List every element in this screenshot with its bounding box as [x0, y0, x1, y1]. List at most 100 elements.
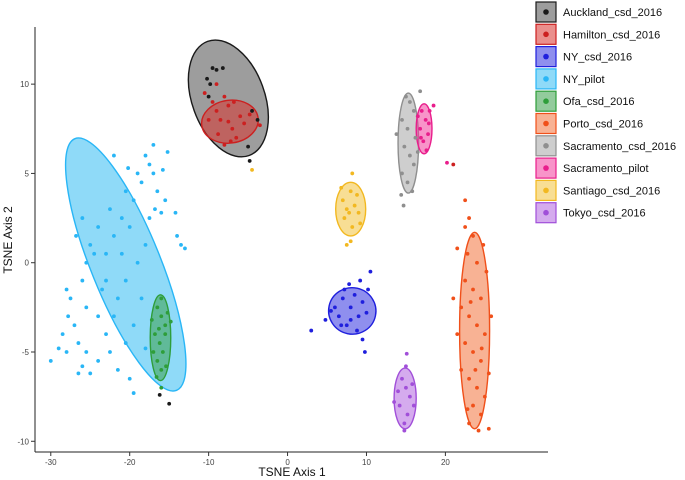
- point-santiago-csd-2016-9: [348, 239, 353, 244]
- point-ofa-csd-2016-0: [155, 305, 160, 310]
- point-ny-pilot-37: [179, 242, 183, 247]
- point-porto-csd-2016-4: [475, 260, 479, 265]
- point-ny-csd-2016-8: [364, 310, 369, 315]
- point-ny-pilot-48: [123, 278, 128, 283]
- point-ny-pilot-49: [135, 260, 140, 265]
- point-porto-csd-2016-28: [463, 225, 468, 229]
- point-ny-pilot-46: [74, 234, 78, 238]
- y-tick-label: 0: [25, 259, 30, 268]
- point-ny-csd-2016-21: [348, 317, 353, 322]
- point-ny-pilot-6: [80, 364, 85, 369]
- legend-marker-santiago-csd-2016: [543, 187, 549, 194]
- legend-label-sacramento-csd-2016: Sacramento_csd_2016: [563, 141, 676, 153]
- legend-label-ofa-csd-2016: Ofa_csd_2016: [563, 96, 635, 108]
- point-auckland-csd-2016-4: [208, 82, 213, 87]
- ellipse-ny-csd-2016: [327, 286, 377, 335]
- point-ny-pilot-25: [123, 189, 128, 194]
- data-points: [48, 66, 494, 433]
- point-sacramento-pilot-3: [426, 132, 430, 137]
- legend-marker-hamilton-csd-2016: [543, 31, 549, 38]
- point-ny-pilot-52: [112, 314, 116, 319]
- point-porto-csd-2016-8: [459, 305, 464, 310]
- x-tick-label: -20: [124, 458, 136, 467]
- x-tick-label: -30: [45, 458, 57, 467]
- point-ny-csd-2016-13: [329, 309, 333, 313]
- point-ny-pilot-54: [84, 305, 89, 310]
- point-ny-pilot-38: [183, 246, 187, 251]
- point-auckland-csd-2016-5: [206, 94, 211, 99]
- point-porto-csd-2016-13: [471, 350, 475, 354]
- point-ny-csd-2016-5: [352, 292, 357, 297]
- point-ny-pilot-43: [160, 167, 165, 172]
- point-ofa-csd-2016-4: [157, 341, 162, 345]
- point-ny-pilot-5: [76, 341, 81, 345]
- point-tokyo-csd-2016-8: [411, 403, 416, 408]
- point-santiago-csd-2016-10: [344, 242, 349, 247]
- point-ny-pilot-15: [68, 296, 73, 301]
- point-ny-csd-2016-0: [333, 305, 337, 310]
- point-ny-pilot-3: [64, 350, 69, 354]
- point-ny-pilot-10: [108, 350, 112, 354]
- point-porto-csd-2016-31: [476, 428, 481, 433]
- point-porto-csd-2016-3: [465, 251, 470, 256]
- point-sacramento-csd-2016-1: [407, 100, 412, 104]
- point-porto-csd-2016-5: [463, 278, 468, 283]
- point-ofa-csd-2016-2: [163, 323, 168, 328]
- point-sacramento-csd-2016-9: [400, 171, 404, 176]
- point-ny-pilot-4: [72, 323, 77, 328]
- legend-label-sacramento-pilot: Sacramento_pilot: [563, 163, 649, 175]
- point-porto-csd-2016-35: [479, 346, 484, 351]
- point-ny-pilot-57: [119, 251, 124, 256]
- point-hamilton-csd-2016-18: [226, 119, 231, 124]
- point-porto-csd-2016-23: [455, 332, 460, 337]
- point-porto-csd-2016-14: [479, 359, 483, 363]
- point-porto-csd-2016-18: [482, 394, 487, 399]
- point-ny-csd-2016-20: [362, 350, 367, 354]
- y-tick-label: 10: [20, 80, 29, 89]
- point-santiago-csd-2016-4: [356, 210, 361, 215]
- point-sacramento-csd-2016-10: [405, 180, 410, 185]
- point-hamilton-csd-2016-8: [242, 121, 247, 126]
- point-ny-csd-2016-16: [323, 317, 328, 322]
- point-porto-csd-2016-16: [467, 376, 471, 381]
- point-hamilton-csd-2016-2: [218, 117, 223, 122]
- point-hamilton-csd-2016-1: [214, 109, 219, 113]
- point-ny-pilot-2: [60, 332, 65, 337]
- point-santiago-csd-2016-14: [250, 167, 254, 172]
- point-ny-pilot-59: [147, 216, 152, 220]
- point-ny-pilot-18: [88, 242, 93, 247]
- point-ny-csd-2016-18: [368, 269, 373, 274]
- x-tick-label: 20: [441, 458, 450, 467]
- point-porto-csd-2016-22: [486, 426, 491, 431]
- point-santiago-csd-2016-2: [348, 189, 353, 194]
- point-ny-pilot-32: [151, 171, 156, 176]
- point-porto-csd-2016-10: [475, 323, 479, 328]
- point-ny-pilot-22: [112, 234, 116, 238]
- point-ny-pilot-45: [64, 287, 69, 292]
- point-tokyo-csd-2016-9: [404, 364, 408, 369]
- point-santiago-csd-2016-13: [339, 185, 344, 190]
- point-ny-pilot-29: [139, 180, 144, 185]
- point-ny-pilot-31: [147, 162, 152, 167]
- y-tick-label: -10: [17, 437, 29, 446]
- point-hamilton-csd-2016-11: [228, 139, 233, 144]
- point-auckland-csd-2016-10: [167, 401, 172, 406]
- point-porto-csd-2016-11: [482, 332, 487, 337]
- point-porto-csd-2016-32: [486, 371, 491, 376]
- point-santiago-csd-2016-11: [350, 171, 355, 176]
- point-hamilton-csd-2016-9: [206, 117, 211, 122]
- point-auckland-csd-2016-6: [250, 109, 254, 113]
- point-ny-pilot-40: [112, 153, 116, 158]
- point-ny-pilot-30: [143, 153, 148, 158]
- point-ny-pilot-19: [96, 225, 101, 229]
- point-tokyo-csd-2016-6: [410, 382, 415, 387]
- point-tokyo-csd-2016-12: [404, 351, 409, 356]
- legend-label-auckland-csd-2016: Auckland_csd_2016: [563, 7, 662, 19]
- point-hamilton-csd-2016-6: [234, 135, 239, 140]
- x-tick-label: 10: [362, 458, 371, 467]
- point-ofa-csd-2016-17: [159, 385, 164, 390]
- point-tokyo-csd-2016-11: [392, 400, 396, 404]
- point-porto-csd-2016-24: [489, 314, 494, 319]
- legend-marker-porto-csd-2016: [543, 120, 549, 127]
- point-porto-csd-2016-7: [479, 296, 483, 301]
